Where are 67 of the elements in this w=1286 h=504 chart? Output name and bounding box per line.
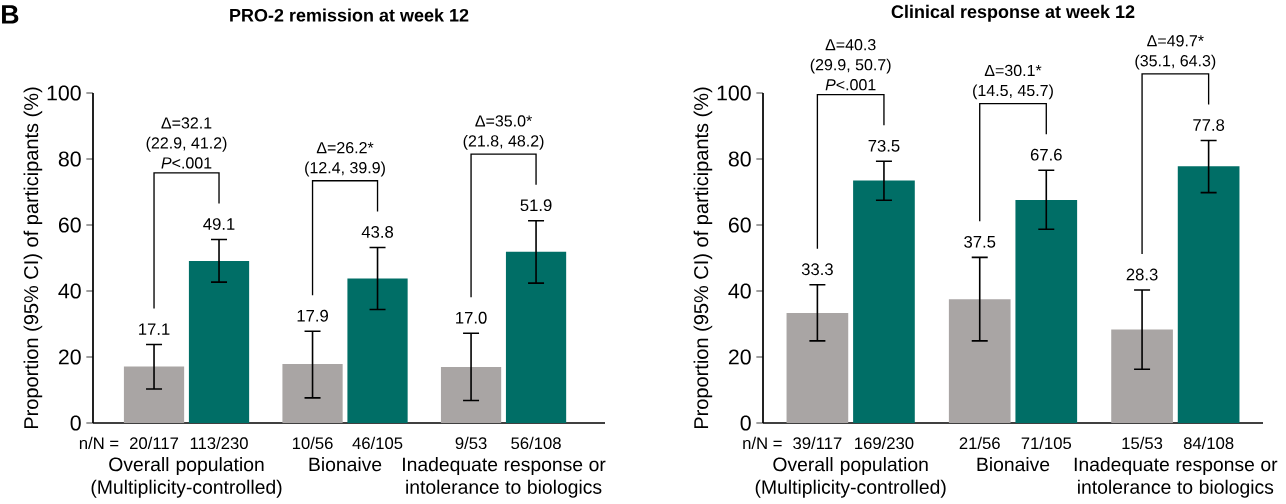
bar [786,313,849,423]
bar [282,363,343,423]
y-tick-label: 0 [740,415,751,431]
text: 15/53 [1122,436,1163,450]
data-label: 43.8 [361,226,394,238]
text: 113/230 [190,436,248,450]
bar [1111,329,1173,423]
data-label: 17.1 [139,323,170,335]
bar [948,299,1011,423]
x-tick-label: Inadequate response or intolerance to biologics [1074,457,1278,498]
data-label: 49.1 [203,218,235,230]
x-tick-label: Overall population (Multiplicity-controlled) [755,457,946,498]
data-label: 77.8 [1193,119,1225,131]
text: Δ=49.7* (35.1, 64.3) [1135,35,1216,70]
data-label: 33.3 [801,263,833,276]
data-label: 28.3 [1126,268,1158,281]
x-tick-label: Overall population (Multiplicity-controlled) [91,457,282,498]
y-axis-title: Proportion (95% CI) of participants (%) [693,87,713,429]
data-label: 67.6 [1030,148,1062,161]
text: 84/108 [1183,436,1234,450]
data-label: 51.9 [520,199,552,212]
annotation: Δ=35.0* (21.8, 48.2) [463,115,544,150]
y-tick-label: 60 [58,217,81,233]
text: 21/56 [959,436,1000,450]
x-tick-label: Bionaive [977,457,1050,472]
y-tick-label: 80 [728,151,751,167]
text: 71/105 [1021,436,1072,450]
annotation: Δ=32.1 (22.9, 41.2) P<.001 [146,117,227,169]
y-tick-label: 40 [728,283,751,299]
x-tick-label: Bionaive [309,457,382,472]
y-tick-label: 20 [58,349,81,365]
bar [440,366,502,423]
annotation: Δ=30.1* (14.5, 45.7) [973,64,1053,100]
bar [853,180,915,423]
y-tick-label: 0 [70,415,81,431]
annotation: Δ=26.2* (12.4, 39.9) [305,142,385,177]
y-tick-label: 100 [47,85,81,101]
text: 39/117 [793,436,842,450]
y-tick-label: 20 [728,349,751,365]
data-label: 37.5 [964,235,996,248]
y-tick-label: 40 [58,283,81,299]
y-tick-label: 60 [728,217,751,233]
bar [123,366,185,423]
bar [1015,199,1078,423]
y-axis-title: Proportion (95% CI) of participants (%) [23,87,43,429]
text: 46/105 [352,436,403,450]
bar [1177,166,1240,423]
text: 20/117 [130,436,179,450]
text: n/N = [743,436,782,450]
data-label: 17.9 [297,309,328,322]
bar [505,251,567,423]
bar [188,260,250,423]
data-label: 17.0 [456,311,487,324]
data-label: 73.5 [868,139,900,152]
text: Δ=40.3 (29.9, 50.7) P<.001 [810,39,891,91]
text: 169/230 [855,436,914,450]
text: B [2,5,19,24]
x-tick-label: Inadequate response or intolerance to biologics [403,457,606,498]
text: 10/56 [292,436,333,450]
chart-title: Clinical response at week 12 [891,4,1135,22]
chart-title: PRO-2 remission at week 12 [230,8,469,22]
bar [347,278,408,423]
text: n/N = [79,436,119,450]
y-tick-label: 100 [717,85,751,101]
text: 56/108 [511,436,561,450]
text: 9/53 [455,436,487,450]
y-tick-label: 80 [58,151,81,167]
